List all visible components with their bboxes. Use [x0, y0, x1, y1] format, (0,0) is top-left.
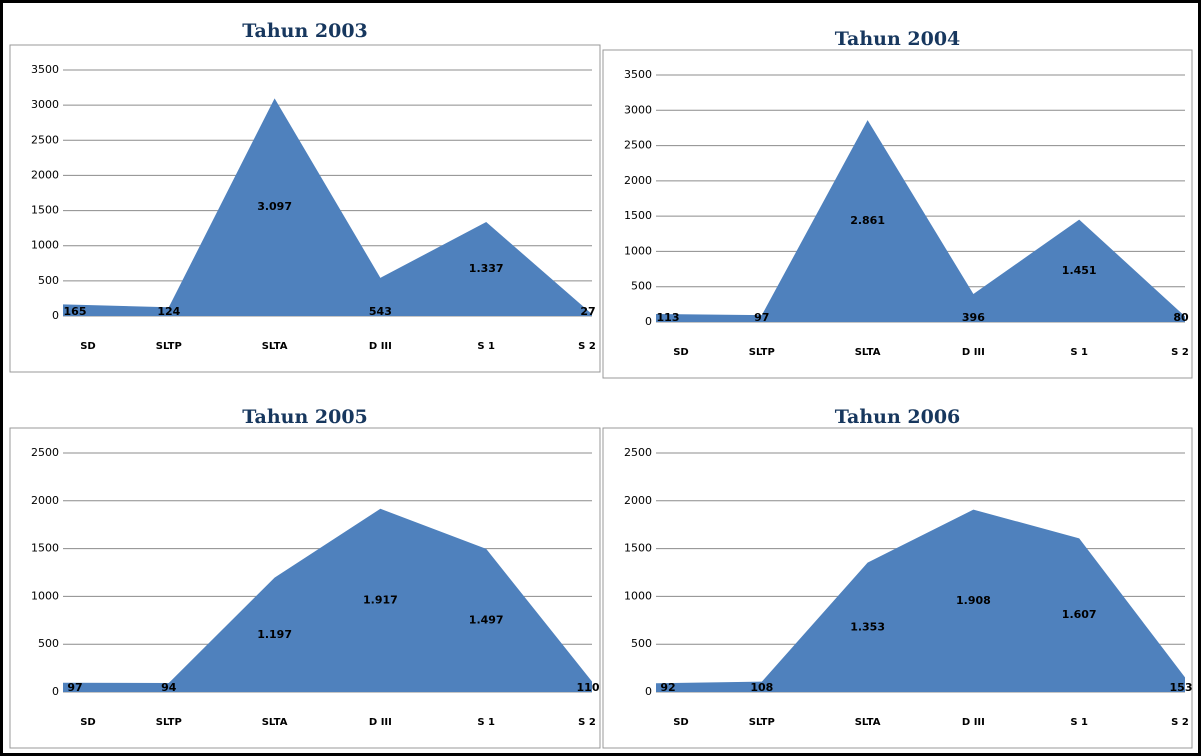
y-tick-label: 500: [631, 280, 652, 293]
data-label: 80: [1173, 311, 1189, 324]
x-tick-label: S 2: [1171, 717, 1189, 728]
y-tick-label: 2000: [624, 174, 652, 187]
y-tick-label: 2500: [31, 133, 59, 146]
y-tick-label: 2000: [624, 494, 652, 507]
y-tick-label: 500: [38, 274, 59, 287]
data-label: 1.451: [1062, 264, 1097, 277]
y-tick-label: 1500: [31, 204, 59, 217]
x-tick-label: SLTA: [262, 341, 288, 352]
y-tick-label: 0: [645, 685, 652, 698]
data-label: 3.097: [257, 200, 292, 213]
y-tick-label: 500: [631, 637, 652, 650]
y-tick-label: 1500: [31, 542, 59, 555]
x-tick-label: SLTA: [855, 717, 881, 728]
x-tick-label: SLTP: [749, 347, 775, 358]
chart-title: Tahun 2003: [242, 20, 368, 42]
y-tick-label: 3500: [31, 63, 59, 76]
data-label: 1.353: [850, 620, 885, 633]
x-tick-label: D III: [962, 717, 985, 728]
x-tick-label: SLTP: [156, 341, 182, 352]
y-tick-label: 2000: [31, 494, 59, 507]
data-label: 153: [1170, 681, 1193, 694]
chart-title: Tahun 2005: [242, 406, 368, 428]
y-tick-label: 2500: [31, 446, 59, 459]
y-tick-label: 1000: [624, 589, 652, 602]
data-label: 165: [64, 305, 87, 318]
y-tick-label: 1000: [31, 239, 59, 252]
y-tick-label: 1500: [624, 542, 652, 555]
data-label: 1.497: [469, 613, 504, 626]
chart-title: Tahun 2004: [835, 28, 961, 50]
area: [63, 508, 592, 692]
x-tick-label: S 1: [477, 717, 495, 728]
data-label: 396: [962, 311, 985, 324]
y-tick-label: 3000: [31, 98, 59, 111]
x-tick-label: D III: [369, 341, 392, 352]
y-tick-label: 0: [52, 309, 59, 322]
data-label: 1.917: [363, 593, 398, 606]
x-tick-label: SD: [80, 341, 96, 352]
data-label: 1.197: [257, 628, 292, 641]
y-tick-label: 1000: [31, 589, 59, 602]
data-label: 97: [67, 681, 82, 694]
data-label: 113: [657, 311, 680, 324]
x-tick-label: S 1: [477, 341, 495, 352]
area: [63, 98, 592, 317]
data-label: 1.908: [956, 594, 991, 607]
y-tick-label: 0: [52, 685, 59, 698]
data-label: 2.861: [850, 214, 885, 227]
x-tick-label: SLTA: [262, 717, 288, 728]
y-tick-label: 0: [645, 315, 652, 328]
x-tick-label: SLTA: [855, 347, 881, 358]
x-tick-label: S 1: [1070, 717, 1088, 728]
y-tick-label: 3500: [624, 68, 652, 81]
data-label: 94: [161, 681, 177, 694]
data-label: 1.337: [469, 262, 504, 275]
data-label: 27: [580, 305, 595, 318]
data-label: 92: [660, 681, 675, 694]
x-tick-label: SD: [80, 717, 96, 728]
y-tick-label: 3000: [624, 103, 652, 116]
y-tick-label: 500: [38, 637, 59, 650]
y-tick-label: 1000: [624, 244, 652, 257]
x-tick-label: D III: [962, 347, 985, 358]
chart-title: Tahun 2006: [835, 406, 961, 428]
data-label: 110: [577, 681, 600, 694]
x-tick-label: SD: [673, 347, 689, 358]
data-label: 108: [750, 681, 773, 694]
data-label: 97: [754, 311, 769, 324]
x-tick-label: SD: [673, 717, 689, 728]
x-tick-label: SLTP: [156, 717, 182, 728]
y-tick-label: 2500: [624, 446, 652, 459]
x-tick-label: S 1: [1070, 347, 1088, 358]
x-tick-label: D III: [369, 717, 392, 728]
data-label: 543: [369, 305, 392, 318]
y-tick-label: 2500: [624, 139, 652, 152]
y-tick-label: 1500: [624, 209, 652, 222]
x-tick-label: SLTP: [749, 717, 775, 728]
data-label: 124: [157, 305, 180, 318]
y-tick-label: 2000: [31, 168, 59, 181]
x-tick-label: S 2: [578, 341, 596, 352]
x-tick-label: S 2: [578, 717, 596, 728]
area: [656, 120, 1185, 322]
x-tick-label: S 2: [1171, 347, 1189, 358]
data-label: 1.607: [1062, 608, 1097, 621]
area: [656, 509, 1185, 692]
